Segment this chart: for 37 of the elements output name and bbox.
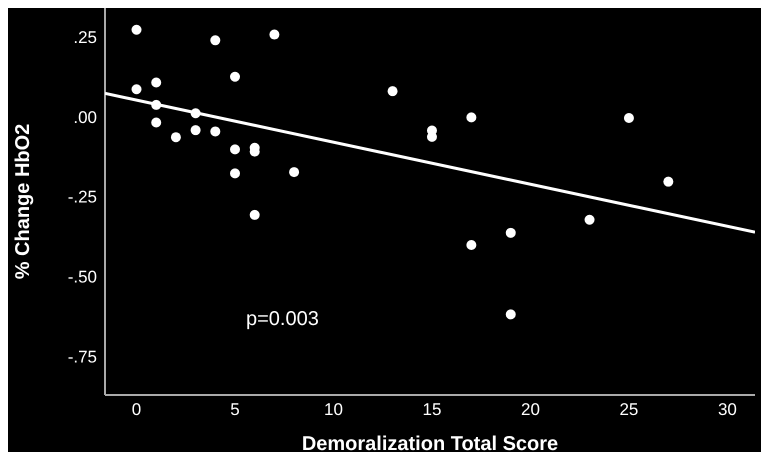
x-tick-label: 30 xyxy=(718,400,737,420)
point xyxy=(230,72,240,82)
point xyxy=(151,118,162,128)
x-tick-label: 0 xyxy=(132,400,142,420)
point xyxy=(190,125,201,136)
point xyxy=(151,78,162,88)
point xyxy=(584,214,595,225)
y-tick-label: -.50 xyxy=(68,268,97,287)
point xyxy=(289,167,300,178)
point xyxy=(132,24,142,35)
point xyxy=(506,228,516,238)
y-tick-label: -.75 xyxy=(68,348,97,367)
x-tick-label: 15 xyxy=(422,400,442,420)
point xyxy=(624,113,634,124)
point xyxy=(269,30,280,40)
point xyxy=(230,168,240,178)
x-tick-label: 10 xyxy=(324,400,343,420)
point xyxy=(230,144,240,154)
point xyxy=(388,86,398,96)
x-tick-label: 20 xyxy=(520,400,540,420)
y-tick-label: .25 xyxy=(73,28,97,47)
point xyxy=(506,309,516,320)
point xyxy=(250,210,260,220)
point xyxy=(132,84,142,94)
point xyxy=(663,176,674,187)
x-axis-title: Demoralization Total Score xyxy=(302,433,558,455)
point xyxy=(466,112,476,122)
y-tick-label: .00 xyxy=(73,108,97,127)
point xyxy=(210,126,220,136)
x-tick-label: 5 xyxy=(230,400,240,420)
point xyxy=(210,35,220,46)
x-tick-label: 25 xyxy=(619,400,638,420)
y-tick-label: -.25 xyxy=(68,188,97,207)
point xyxy=(466,240,476,250)
point xyxy=(170,132,181,142)
y-axis-title: % Change HbO2 xyxy=(12,124,34,280)
annotation: p=0.003 xyxy=(246,308,319,331)
